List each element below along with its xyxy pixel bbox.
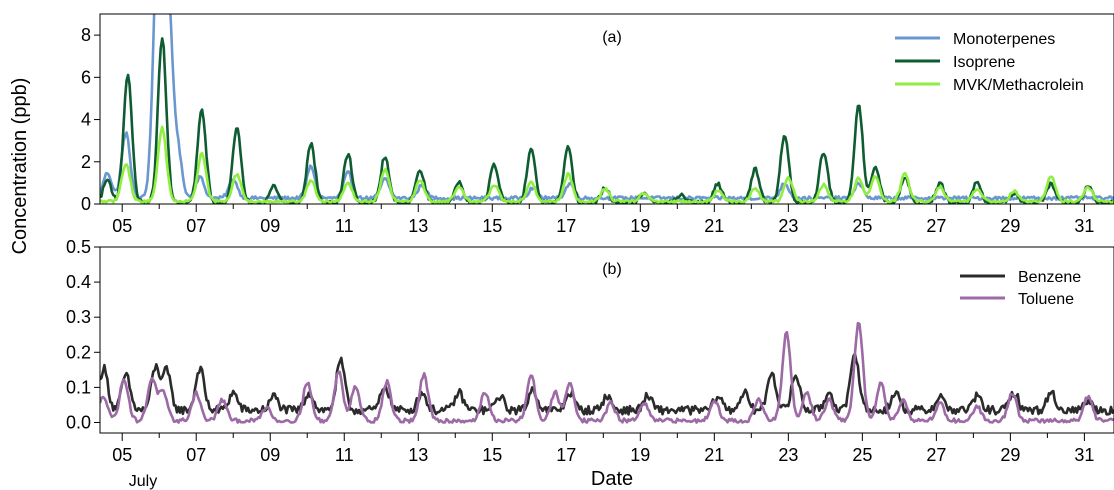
x-tick-label: 19 — [630, 216, 650, 236]
panel-b-lines — [100, 321, 1114, 424]
panel-a-legend: Monoterpenes Isoprene MVK/Methacrolein — [895, 31, 1084, 94]
panel-a-tag: (a) — [602, 29, 622, 46]
x-tick-label: 23 — [778, 445, 798, 465]
panel-a-lines — [100, 14, 1114, 204]
y-tick-label: 8 — [81, 25, 91, 45]
panel-b-frame — [99, 246, 1114, 434]
x-tick-label: 17 — [556, 216, 576, 236]
panel-b-y-ticks: 0.0 0.1 0.2 0.3 0.4 0.5 — [66, 237, 100, 432]
series-line-toluene — [100, 321, 1114, 424]
panel-b-x-ticks: 05 07 09 11 13 15 17 19 21 23 25 27 29 31 — [112, 433, 1094, 465]
x-tick-label: 13 — [408, 445, 428, 465]
x-tick-label: 09 — [260, 216, 280, 236]
y-tick-label: 0.1 — [66, 377, 91, 397]
y-tick-label: 0 — [81, 194, 91, 214]
panel-a-y-ticks: 0 2 4 6 8 — [81, 25, 100, 214]
x-tick-label: 29 — [1000, 216, 1020, 236]
x-tick-label: 09 — [260, 445, 280, 465]
x-tick-label: 11 — [335, 445, 354, 465]
x-tick-label: 19 — [630, 445, 650, 465]
x-axis-month-label: July — [129, 473, 157, 490]
panel-a: 0 2 4 6 8 05 07 09 11 13 15 17 19 21 23 25 27 29 31 (a) M… — [81, 13, 1114, 236]
legend-label: Isoprene — [953, 54, 1015, 71]
panel-b: 0.0 0.1 0.2 0.3 0.4 0.5 05 07 09 11 13 15 17 19 21 23 2… — [66, 237, 1114, 490]
panel-a-frame — [99, 13, 1114, 205]
x-tick-label: 17 — [556, 445, 576, 465]
series-line-monoterpenes — [100, 14, 1114, 202]
x-tick-label: 15 — [482, 445, 502, 465]
series-line-benzene — [100, 352, 1114, 416]
x-tick-label: 05 — [112, 216, 132, 236]
y-tick-label: 2 — [81, 152, 91, 172]
x-tick-label: 05 — [112, 445, 132, 465]
panel-a-x-ticks: 05 07 09 11 13 15 17 19 21 23 25 27 29 31 — [112, 204, 1094, 236]
x-tick-label: 25 — [852, 445, 872, 465]
x-tick-label: 27 — [926, 216, 946, 236]
legend-label: Benzene — [1018, 269, 1081, 286]
panel-b-legend: Benzene Toluene — [960, 269, 1081, 308]
y-tick-label: 0.5 — [66, 237, 91, 257]
x-tick-label: 15 — [482, 216, 502, 236]
y-tick-label: 0.2 — [66, 342, 91, 362]
x-tick-label: 21 — [704, 445, 724, 465]
x-tick-label: 27 — [926, 445, 946, 465]
x-tick-label: 13 — [408, 216, 428, 236]
x-tick-label: 07 — [186, 216, 206, 236]
y-tick-label: 0.3 — [66, 307, 91, 327]
x-tick-label: 11 — [335, 216, 354, 236]
x-tick-label: 21 — [704, 216, 724, 236]
x-tick-label: 23 — [778, 216, 798, 236]
x-tick-label: 31 — [1074, 445, 1094, 465]
x-tick-label: 31 — [1074, 216, 1094, 236]
panel-b-tag: (b) — [602, 261, 622, 278]
y-tick-label: 4 — [81, 110, 91, 130]
x-tick-label: 07 — [186, 445, 206, 465]
y-tick-label: 0.4 — [66, 272, 91, 292]
y-tick-label: 0.0 — [66, 412, 91, 432]
x-tick-label: 25 — [852, 216, 872, 236]
legend-label: Monoterpenes — [953, 31, 1055, 48]
legend-label: MVK/Methacrolein — [953, 77, 1084, 94]
series-line-mvk-methacrolein — [100, 125, 1114, 204]
shared-y-axis-title: Concentration (ppb) — [9, 78, 31, 255]
y-tick-label: 6 — [81, 67, 91, 87]
legend-label: Toluene — [1018, 291, 1074, 308]
x-tick-label: 29 — [1000, 445, 1020, 465]
x-axis-title: Date — [591, 468, 633, 490]
